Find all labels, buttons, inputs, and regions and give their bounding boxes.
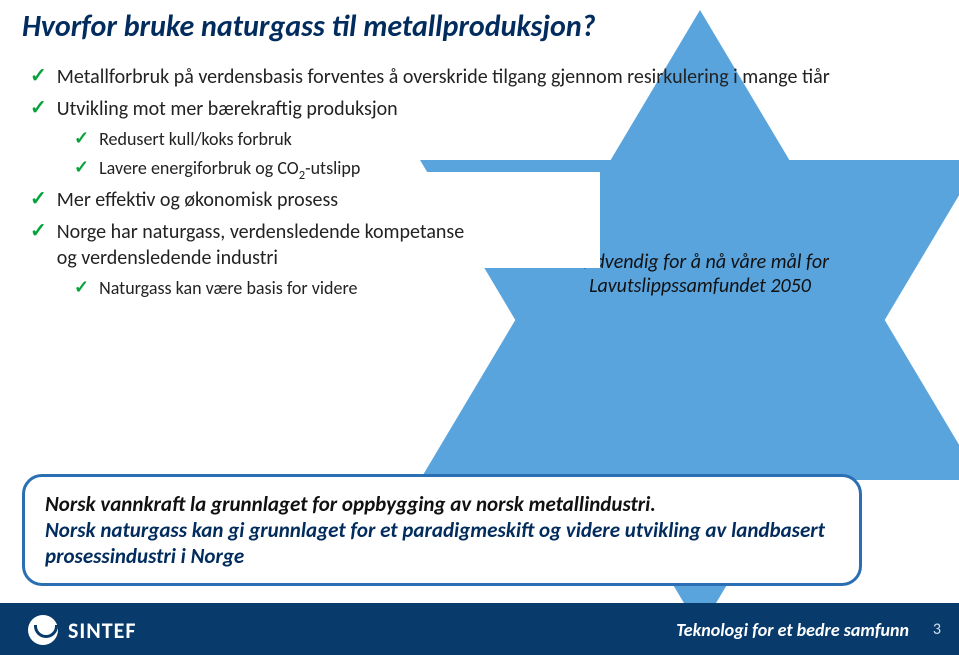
b22-post: -utslipp bbox=[305, 157, 360, 179]
bullet-2: ✓ Utvikling mot mer bærekraftig produksj… bbox=[30, 96, 900, 122]
bullet-2-1-text: Redusert kull/koks forbruk bbox=[99, 128, 292, 151]
check-icon: ✓ bbox=[30, 96, 47, 120]
check-icon: ✓ bbox=[74, 128, 89, 150]
footer-bar: SINTEF Teknologi for et bedre samfunn 3 bbox=[0, 603, 959, 655]
bullet-2-2-text: Lavere energiforbruk og CO2-utslipp bbox=[99, 157, 360, 180]
sintef-logo-text: SINTEF bbox=[68, 617, 136, 644]
footer-tagline: Teknologi for et bedre samfunn bbox=[676, 619, 909, 641]
summary-callout: Norsk vannkraft la grunnlaget for oppbyg… bbox=[22, 474, 862, 586]
bullet-2-2: ✓ Lavere energiforbruk og CO2-utslipp bbox=[74, 157, 900, 180]
page-number: 3 bbox=[933, 620, 941, 639]
check-icon: ✓ bbox=[74, 277, 89, 299]
bullet-1-text: Metallforbruk på verdensbasis forventes … bbox=[57, 64, 830, 90]
bullet-list: ✓ Metallforbruk på verdensbasis forvente… bbox=[30, 64, 900, 306]
bullet-4-1: ✓ Naturgass kan være basis for videre bbox=[74, 277, 900, 300]
callout-line-1: Norsk vannkraft la grunnlaget for oppbyg… bbox=[45, 491, 839, 517]
sintef-logo-icon bbox=[28, 615, 58, 645]
bullet-2-1: ✓ Redusert kull/koks forbruk bbox=[74, 128, 900, 151]
bullet-3: ✓ Mer effektiv og økonomisk prosess bbox=[30, 187, 900, 213]
slide-title: Hvorfor bruke naturgass til metallproduk… bbox=[22, 8, 596, 45]
bullet-1: ✓ Metallforbruk på verdensbasis forvente… bbox=[30, 64, 900, 90]
bullet-2-text: Utvikling mot mer bærekraftig produksjon bbox=[57, 96, 398, 122]
check-icon: ✓ bbox=[74, 157, 89, 179]
bullet-3-text: Mer effektiv og økonomisk prosess bbox=[57, 187, 338, 213]
callout-line-2: Norsk naturgass kan gi grunnlaget for et… bbox=[45, 517, 839, 569]
check-icon: ✓ bbox=[30, 64, 47, 88]
bullet-4: ✓ Norge har naturgass, verdensledende ko… bbox=[30, 219, 900, 271]
b22-pre: Lavere energiforbruk og CO bbox=[99, 157, 299, 179]
check-icon: ✓ bbox=[30, 219, 47, 243]
sintef-logo: SINTEF bbox=[28, 615, 136, 645]
bullet-4-text: Norge har naturgass, verdensledende komp… bbox=[57, 219, 477, 271]
check-icon: ✓ bbox=[30, 187, 47, 211]
bullet-4-1-text: Naturgass kan være basis for videre bbox=[99, 277, 357, 300]
